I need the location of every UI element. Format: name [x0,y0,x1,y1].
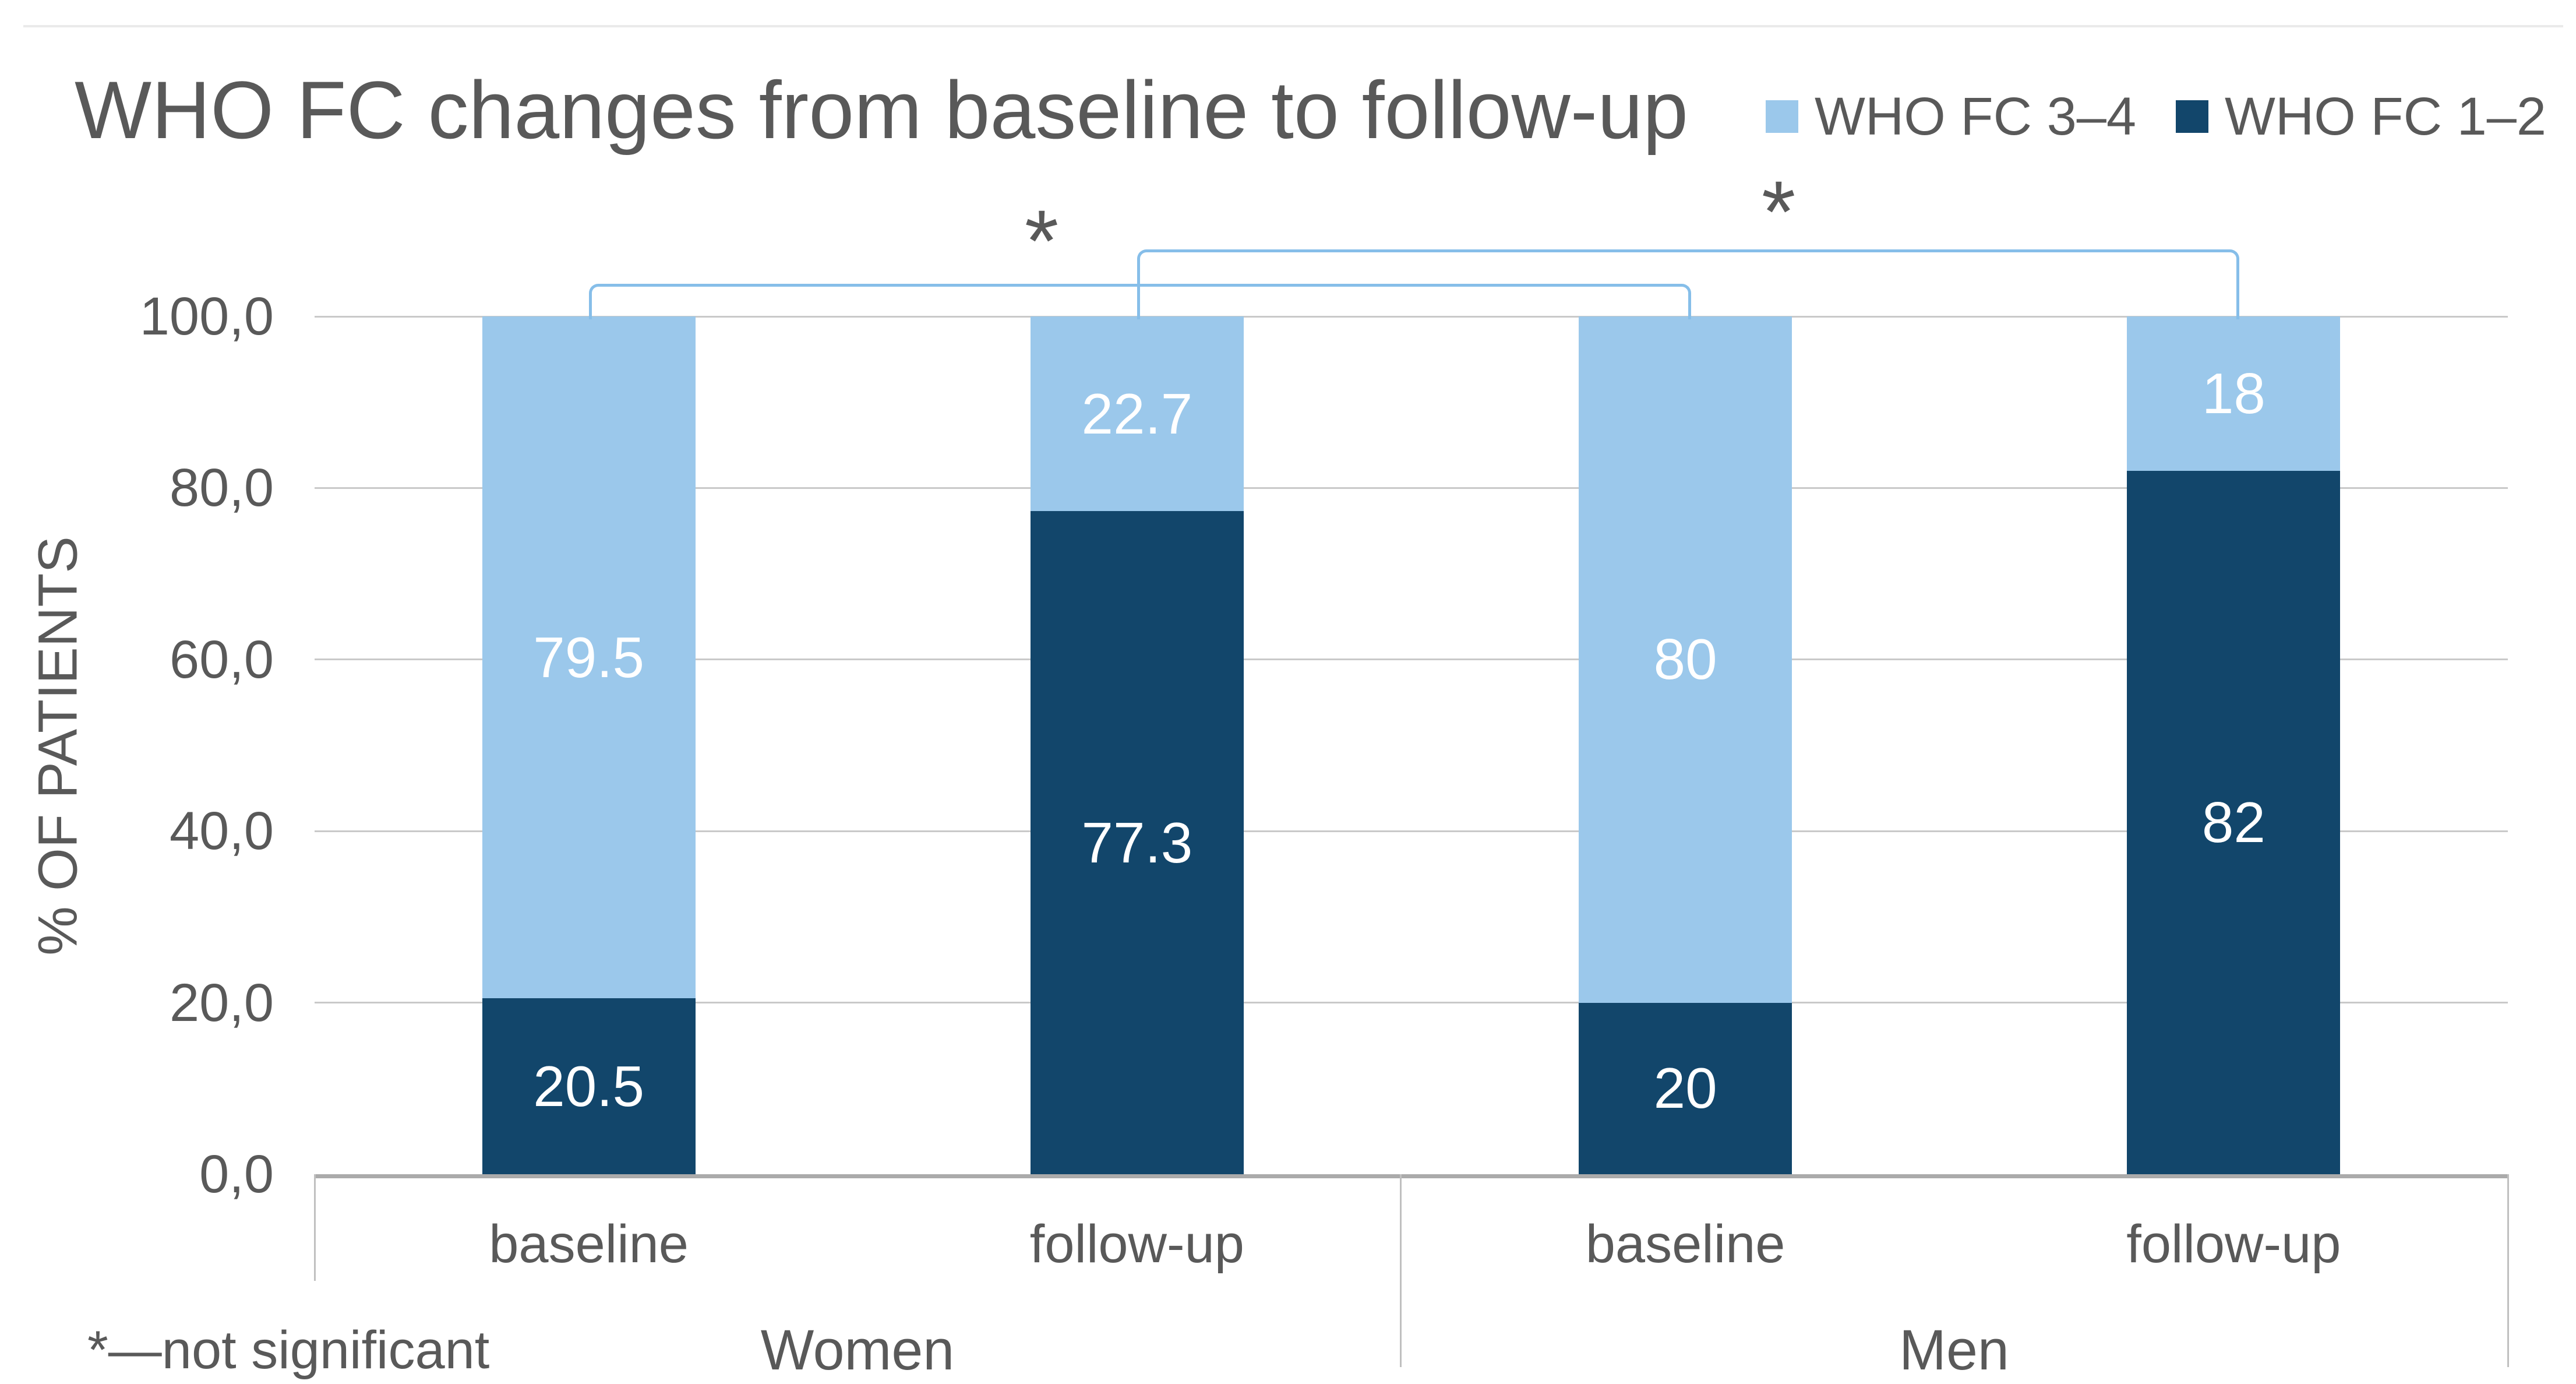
bar: 82 18 [2127,316,2341,1174]
gridline [315,1002,2508,1004]
bar: 20 80 [1579,316,1792,1174]
bar-segment: 20.5 [482,998,696,1174]
bar-segment: 77.3 [1030,511,1244,1174]
legend-swatch [1766,100,1798,133]
category-axis-divider [2507,1174,2509,1367]
bar-segment: 18 [2127,316,2341,471]
bar-segment-label: 77.3 [1081,810,1193,875]
gridline [315,487,2508,489]
y-tick-label: 100,0 [139,287,274,346]
legend-swatch [2176,100,2208,133]
gridline [315,658,2508,661]
category-label: follow-up [2126,1214,2341,1274]
chart-title: WHO FC changes from baseline to follow-u… [75,64,1688,156]
significance-bracket [588,284,1692,319]
category-axis-divider [1399,1174,1402,1367]
bar-segment: 80 [1579,316,1792,1003]
category-axis-divider [313,1174,316,1281]
legend-label: WHO FC 1–2 [2225,86,2547,146]
bar-segment: 20 [1579,1002,1792,1174]
y-tick-label: 0,0 [199,1144,274,1204]
bar-segment: 79.5 [482,316,696,999]
category-label: follow-up [1029,1214,1244,1274]
significance-bracket [1137,249,2240,319]
gridline [315,315,2508,318]
bar-segment-label: 22.7 [1081,381,1193,446]
y-tick-label: 20,0 [169,973,274,1033]
y-tick-label: 80,0 [169,458,274,518]
legend-entry: WHO FC 1–2 [2176,87,2546,146]
x-axis-line [315,1174,2508,1178]
top-divider-line [23,25,2563,27]
bar-segment-label: 82 [2201,790,2266,854]
significance-asterisk: * [1761,163,1796,260]
category-label: baseline [489,1214,689,1274]
y-tick-label: 60,0 [169,629,274,689]
y-axis-title: % OF PATIENTS [27,536,89,956]
bar-segment-label: 79.5 [533,625,644,689]
bar: 77.3 22.7 [1030,316,1244,1174]
legend-label: WHO FC 3–4 [1815,86,2137,146]
gridline [315,830,2508,832]
bar-segment-label: 20 [1653,1056,1717,1121]
group-label: Men [1899,1318,2009,1382]
significance-footnote: *—not significant [87,1318,502,1382]
legend-entry: WHO FC 3–4 [1766,87,2136,146]
bar: 20.5 79.5 [482,316,696,1174]
bar-segment: 82 [2127,470,2341,1174]
category-label: baseline [1585,1214,1785,1274]
bar-segment-label: 20.5 [533,1054,644,1118]
bar-segment: 22.7 [1030,316,1244,512]
bar-segment-label: 18 [2201,361,2266,425]
group-label: Women [760,1318,955,1382]
y-tick-label: 40,0 [169,801,274,861]
significance-asterisk: * [1024,192,1059,290]
bar-segment-label: 80 [1653,627,1717,692]
